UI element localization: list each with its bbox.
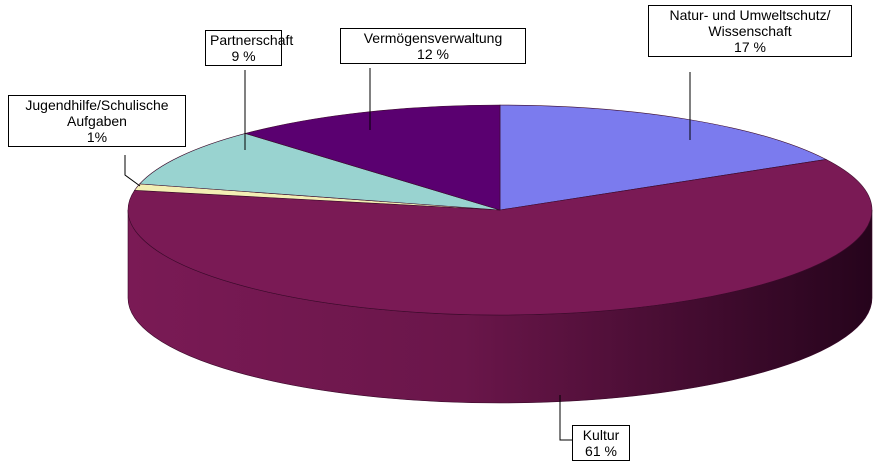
leader-line (559, 395, 572, 441)
pie-slice (499, 104, 827, 211)
label-box: Partnerschaft 9 % (205, 30, 294, 66)
slice-label: Vermögensverwaltung (363, 30, 503, 46)
slice-label: Natur- und Umweltschutz/ Wissenschaft (669, 7, 831, 39)
value-label: 61 % (585, 443, 617, 459)
leader-line (124, 155, 141, 187)
value-label: 9 % (231, 48, 256, 64)
slice-label: Jugendhilfe/Schulische Aufgaben (25, 97, 169, 129)
label-box: Natur- und Umweltschutz/ Wissenschaft 17 … (648, 5, 852, 57)
pie-slice (244, 104, 501, 211)
leader-lines (124, 68, 691, 441)
label-box: Kultur 61 % (572, 425, 630, 461)
slice-label: Partnerschaft (210, 32, 294, 48)
label-box: Jugendhilfe/Schulische Aufgaben 1% (8, 95, 186, 147)
label-box: Vermögensverwaltung 12 % (340, 28, 526, 64)
pie-slice (139, 133, 501, 211)
value-label: 12 % (417, 46, 449, 62)
value-label: 1% (86, 129, 108, 145)
pie-slice (127, 159, 873, 316)
slice-label: Kultur (582, 427, 620, 443)
value-label: 17 % (734, 39, 766, 55)
